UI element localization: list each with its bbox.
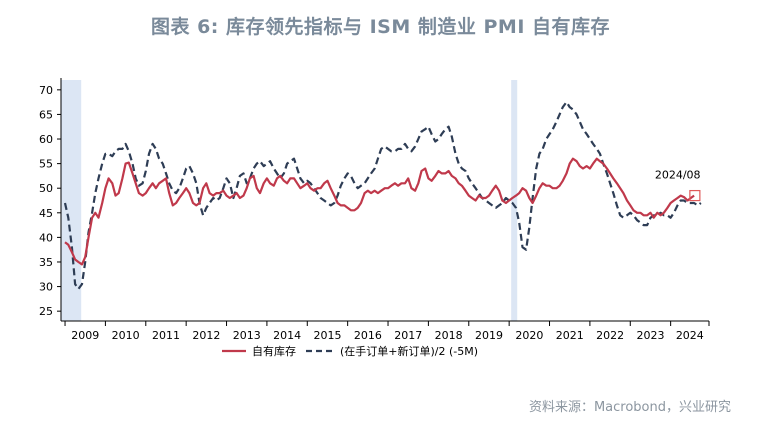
x-tick-label: 2009 bbox=[71, 329, 99, 342]
shaded-period-1 bbox=[511, 80, 518, 321]
y-tick-label: 55 bbox=[39, 158, 53, 171]
y-tick-label: 30 bbox=[39, 281, 53, 294]
y-tick-label: 45 bbox=[39, 207, 53, 220]
x-tick-label: 2018 bbox=[435, 329, 463, 342]
x-tick-label: 2017 bbox=[394, 329, 422, 342]
source-note: 资料来源：Macrobond，兴业研究 bbox=[528, 400, 731, 415]
legend-label-series-2: (在手订单+新订单)/2 (-5M) bbox=[340, 344, 478, 358]
y-tick-label: 60 bbox=[39, 133, 53, 146]
x-tick-label: 2016 bbox=[354, 329, 382, 342]
x-tick-label: 2021 bbox=[556, 329, 584, 342]
annotation-layer: 2024/08 bbox=[655, 169, 701, 202]
shaded-periods bbox=[61, 80, 518, 321]
x-tick-label: 2023 bbox=[636, 329, 664, 342]
x-tick-label: 2014 bbox=[273, 329, 301, 342]
y-tick-label: 35 bbox=[39, 256, 53, 269]
y-tick-label: 70 bbox=[39, 84, 53, 97]
chart-title: 图表 6: 库存领先指标与 ISM 制造业 PMI 自有库存 bbox=[150, 16, 611, 38]
x-tick-label: 2015 bbox=[313, 329, 341, 342]
axes: 25 30 35 40 45 50 55 60 65 70 2009 2010 2011 2012 2013… bbox=[39, 78, 710, 342]
x-tick-label: 2013 bbox=[233, 329, 261, 342]
shaded-period-0 bbox=[61, 80, 82, 321]
latest-point-marker bbox=[689, 189, 701, 202]
annotation-label: 2024/08 bbox=[655, 169, 701, 182]
y-tick-label: 25 bbox=[39, 305, 53, 318]
x-tick-label: 2024 bbox=[676, 329, 704, 342]
legend-label-series-1: 自有库存 bbox=[252, 344, 296, 358]
y-tick-label: 40 bbox=[39, 231, 53, 244]
x-tick-label: 2011 bbox=[152, 329, 180, 342]
series-line-1 bbox=[64, 157, 695, 266]
x-tick-label: 2010 bbox=[112, 329, 140, 342]
x-tick-label: 2020 bbox=[515, 329, 543, 342]
series-line-2 bbox=[63, 101, 702, 291]
x-tick-label: 2019 bbox=[475, 329, 503, 342]
series-layer bbox=[63, 101, 702, 291]
x-tick-label: 2022 bbox=[596, 329, 624, 342]
y-tick-label: 65 bbox=[39, 108, 53, 121]
x-tick-label: 2012 bbox=[192, 329, 220, 342]
y-tick-label: 50 bbox=[39, 182, 53, 195]
legend: 自有库存 (在手订单+新订单)/2 (-5M) bbox=[222, 344, 478, 358]
